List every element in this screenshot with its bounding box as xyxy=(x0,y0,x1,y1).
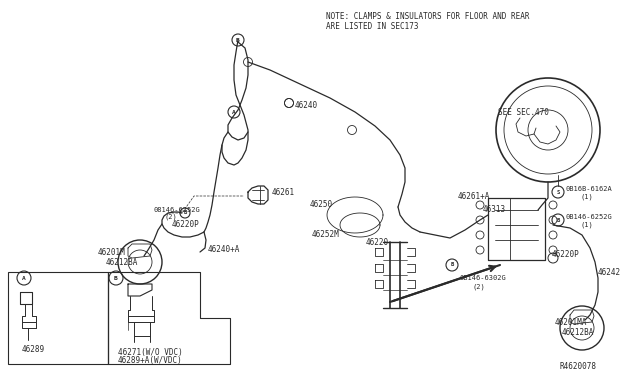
Text: 46212BA: 46212BA xyxy=(562,328,595,337)
Text: 46201MA: 46201MA xyxy=(555,318,588,327)
Text: 46261: 46261 xyxy=(272,188,295,197)
Text: 46220P: 46220P xyxy=(172,220,200,229)
Text: B: B xyxy=(184,211,187,215)
Text: 46250: 46250 xyxy=(310,200,333,209)
Text: 0B16B-6162A: 0B16B-6162A xyxy=(566,186,612,192)
Text: SEE SEC.470: SEE SEC.470 xyxy=(498,108,549,117)
Text: 46261+A: 46261+A xyxy=(458,192,490,201)
Text: 0B146-6252G: 0B146-6252G xyxy=(566,214,612,220)
Text: 46201M: 46201M xyxy=(98,248,125,257)
Bar xyxy=(8,272,108,364)
Text: A: A xyxy=(232,109,236,115)
Text: (2): (2) xyxy=(472,283,484,289)
Text: 0B146-6302G: 0B146-6302G xyxy=(460,275,507,281)
Text: (1): (1) xyxy=(580,222,593,228)
Text: 46289+A(W/VDC): 46289+A(W/VDC) xyxy=(118,356,183,365)
Text: ARE LISTED IN SEC173: ARE LISTED IN SEC173 xyxy=(326,22,419,31)
Text: S: S xyxy=(556,189,559,195)
Text: B: B xyxy=(451,263,454,267)
Text: 46212BA: 46212BA xyxy=(106,258,138,267)
Text: A: A xyxy=(22,276,26,280)
Text: B: B xyxy=(556,218,559,222)
Text: R4620078: R4620078 xyxy=(560,362,597,371)
Text: 46220P: 46220P xyxy=(552,250,580,259)
Text: 08146-6252G: 08146-6252G xyxy=(154,207,201,213)
Text: 46252M: 46252M xyxy=(312,230,340,239)
Text: 46313: 46313 xyxy=(483,205,506,214)
Text: 46242: 46242 xyxy=(598,268,621,277)
Text: 46240+A: 46240+A xyxy=(208,245,241,254)
Text: (1): (1) xyxy=(580,194,593,201)
Text: NOTE: CLAMPS & INSULATORS FOR FLOOR AND REAR: NOTE: CLAMPS & INSULATORS FOR FLOOR AND … xyxy=(326,12,529,21)
Text: 46220: 46220 xyxy=(366,238,389,247)
Text: 46240: 46240 xyxy=(295,101,318,110)
Text: B: B xyxy=(236,38,240,42)
Text: 46271(W/O VDC): 46271(W/O VDC) xyxy=(118,348,183,357)
Text: B: B xyxy=(114,276,118,280)
Text: (2): (2) xyxy=(165,214,178,221)
Text: 46289: 46289 xyxy=(22,345,45,354)
